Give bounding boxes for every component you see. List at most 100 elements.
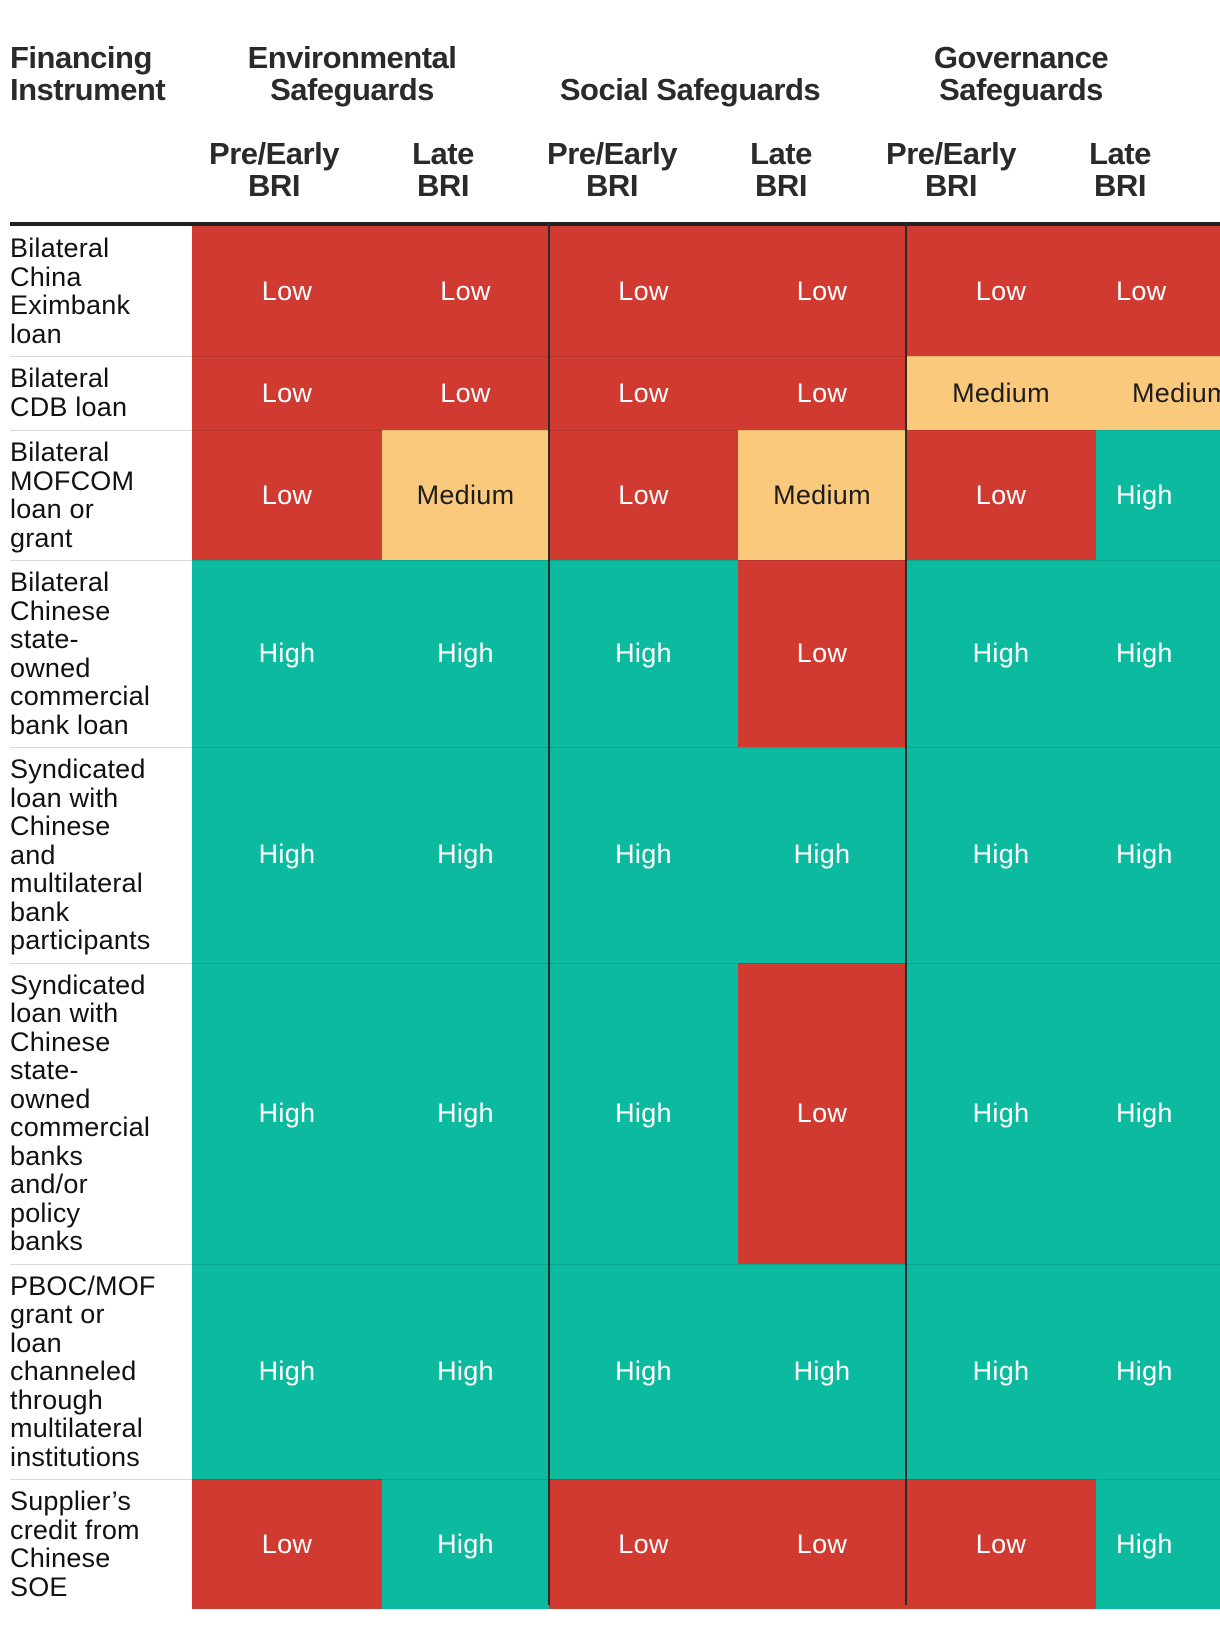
heatmap-cell: Low <box>382 356 549 430</box>
cell-separator <box>1096 356 1220 357</box>
cell-separator <box>549 962 738 964</box>
heatmap-cell: High <box>738 1263 906 1479</box>
cell-separator <box>906 560 1096 561</box>
sub-header-line: Pre/Early <box>209 136 339 171</box>
heatmap-cell: Low <box>738 226 906 356</box>
cell-separator <box>1096 747 1220 748</box>
heatmap-cell: Low <box>192 430 382 560</box>
group-header-line: Social Safeguards <box>559 72 821 107</box>
heatmap-cell: High <box>192 962 382 1264</box>
row-separator <box>10 1263 192 1265</box>
group-divider <box>905 222 907 1605</box>
gov-pre-early-bri-header: Pre/Early BRI <box>886 138 1016 202</box>
sub-header-line: Late <box>1089 136 1151 171</box>
cell-separator <box>192 430 382 431</box>
heatmap-cell: High <box>549 747 738 963</box>
heatmap-cell: Medium <box>738 430 906 560</box>
heatmap-cell: High <box>1096 560 1220 747</box>
sub-header-line: Pre/Early <box>886 136 1016 171</box>
heatmap-cell: Low <box>906 1479 1096 1609</box>
cell-separator <box>549 1263 738 1265</box>
heatmap-cell: High <box>549 560 738 747</box>
heatmap-cell: High <box>382 560 549 747</box>
heatmap-cell: Low <box>1096 226 1220 356</box>
heatmap-cell: High <box>738 747 906 963</box>
heatmap-cell: Low <box>738 560 906 747</box>
cell-separator <box>738 962 906 964</box>
cell-separator <box>1096 1479 1220 1480</box>
heatmap-cell: Low <box>382 226 549 356</box>
cell-separator <box>906 430 1096 431</box>
sub-header-line: BRI <box>417 168 469 203</box>
heatmap-cell: Low <box>549 226 738 356</box>
cell-separator <box>382 1479 549 1480</box>
sub-header-line: BRI <box>586 168 638 203</box>
heatmap-cell: Low <box>906 430 1096 560</box>
row-separator <box>10 430 192 431</box>
cell-separator <box>192 560 382 561</box>
heatmap-cell: High <box>1096 962 1220 1264</box>
row-separator <box>10 356 192 357</box>
row-label: Syndicated loan with Chinese and multila… <box>10 754 151 955</box>
cell-separator <box>738 747 906 748</box>
heatmap-cell: High <box>549 962 738 1264</box>
cell-separator <box>738 560 906 561</box>
cell-separator <box>549 747 738 748</box>
row-label: Bilateral CDB loan <box>10 363 128 422</box>
row-separator <box>10 560 192 561</box>
sub-header-line: Late <box>412 136 474 171</box>
row-separator <box>10 962 192 964</box>
cell-separator <box>738 430 906 431</box>
heatmap-cell: High <box>382 1479 549 1609</box>
sub-header-line: BRI <box>755 168 807 203</box>
cell-separator <box>382 962 549 964</box>
heatmap-cell: Low <box>549 1479 738 1609</box>
instrument-header-line: Financing <box>10 40 152 75</box>
sub-header-line: Pre/Early <box>547 136 677 171</box>
social-late-bri-header: Late BRI <box>750 138 812 202</box>
cell-separator <box>549 1479 738 1480</box>
heatmap-cell: Low <box>192 356 382 430</box>
group-header-line: Safeguards <box>270 72 434 107</box>
heatmap-cell: High <box>382 747 549 963</box>
cell-separator <box>906 747 1096 748</box>
governance-safeguards-header: Governance Safeguards <box>933 40 1109 106</box>
cell-separator <box>1096 430 1220 431</box>
heatmap-cell: Low <box>549 356 738 430</box>
cell-separator <box>382 1263 549 1265</box>
sub-header-line: Late <box>750 136 812 171</box>
row-label: PBOC/MOF grant or loan channeled through… <box>10 1270 156 1472</box>
row-label: Supplier’s credit from Chinese SOE <box>10 1486 140 1602</box>
cell-separator <box>549 560 738 561</box>
cell-separator <box>382 356 549 357</box>
heatmap-cell: High <box>192 1263 382 1479</box>
heatmap-cell: High <box>906 747 1096 963</box>
heatmap-cell: Medium <box>1096 356 1220 430</box>
cell-separator <box>549 356 738 357</box>
group-header-line: Governance <box>933 40 1109 75</box>
heatmap-cell: High <box>1096 1263 1220 1479</box>
cell-separator <box>192 1479 382 1480</box>
cell-separator <box>738 356 906 357</box>
environmental-safeguards-header: Environmental Safeguards <box>248 42 457 106</box>
cell-separator <box>906 962 1096 964</box>
heatmap-cell: Low <box>738 356 906 430</box>
heatmap-cell: High <box>906 560 1096 747</box>
cell-separator <box>906 1263 1096 1265</box>
cell-separator <box>382 430 549 431</box>
gov-late-bri-header: Late BRI <box>1089 138 1151 202</box>
group-divider <box>548 222 550 1605</box>
heatmap-cell: Low <box>192 226 382 356</box>
cell-separator <box>192 747 382 748</box>
row-label: Bilateral Chinese state- owned commercia… <box>10 567 151 740</box>
heatmap-cell: Medium <box>382 430 549 560</box>
env-late-bri-header: Late BRI <box>412 138 474 202</box>
heatmap-cell: High <box>549 1263 738 1479</box>
cell-separator <box>906 356 1096 357</box>
cell-separator <box>192 356 382 357</box>
row-separator <box>10 1479 192 1480</box>
heatmap-cell: Low <box>549 430 738 560</box>
heatmap-cell: Low <box>906 226 1096 356</box>
cell-separator <box>1096 560 1220 561</box>
heatmap-cell: High <box>382 962 549 1264</box>
